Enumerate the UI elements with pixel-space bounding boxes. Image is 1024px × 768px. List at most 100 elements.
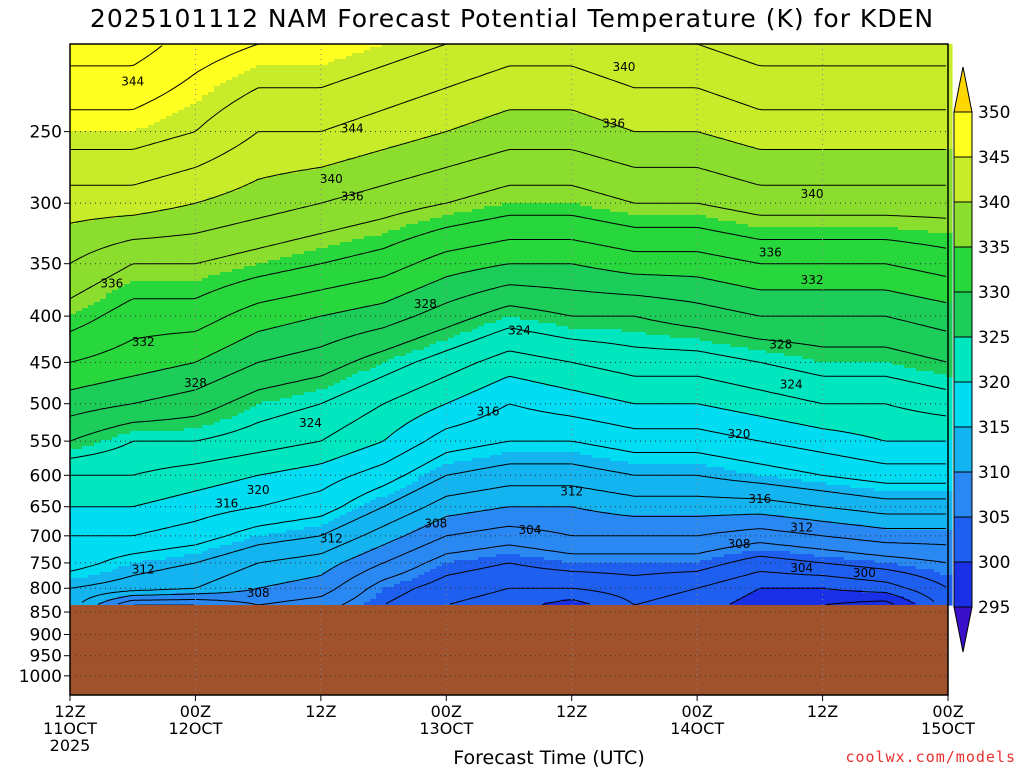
fill-band [106,293,113,381]
fill-band [838,290,845,363]
fill-band [742,551,749,597]
fill-band [838,149,845,228]
ground-fill [70,605,948,695]
fill-band [604,398,611,459]
fill-band [226,482,233,546]
fill-band [580,206,587,267]
fill-band [316,527,323,576]
fill-band [832,44,839,150]
fill-band [634,515,641,564]
fill-band [196,428,203,492]
fill-band [472,44,479,123]
fill-band [280,326,287,399]
fill-band [856,227,863,291]
fill-band [670,131,677,216]
y-tick-label: 850 [30,603,62,623]
contour-label: 336 [759,245,782,259]
fill-band [916,440,923,492]
fill-band [388,542,395,588]
fill-band [910,296,917,369]
fill-band [946,575,953,606]
fill-band [466,332,473,396]
fill-band [676,563,683,606]
ground-layer [70,605,948,695]
fill-band [664,563,671,606]
fill-band [532,263,539,321]
fill-band [526,263,533,321]
fill-band [640,215,647,276]
fill-band [616,272,623,330]
fill-band [160,368,167,432]
fill-band [658,335,665,405]
fill-band [514,263,521,318]
fill-band [208,275,215,357]
fill-band [772,44,779,150]
fill-band [838,557,845,591]
fill-band [568,203,575,264]
fill-band [682,464,689,516]
fill-band [166,44,173,117]
fill-band [544,44,551,111]
fill-band [358,308,365,372]
fill-band [904,491,911,531]
fill-band [832,590,839,606]
colorbar-label: 340 [978,193,1010,213]
fill-band [610,461,617,516]
fill-band [340,242,347,312]
contour-line-layer [69,43,947,606]
fill-band [202,359,209,426]
fill-band [616,125,623,213]
fill-band [790,290,797,357]
fill-band [568,389,575,453]
fill-band [568,599,575,606]
fill-band [610,44,617,126]
fill-band [292,323,299,396]
fill-band [364,305,371,372]
fill-band [454,128,461,213]
fill-band [544,263,551,324]
fill-band [376,497,383,549]
fill-band [334,566,341,606]
fill-band [292,254,299,324]
fill-band [784,518,791,552]
fill-band [832,149,839,228]
fill-band [856,560,863,591]
fill-band [514,554,521,606]
contour-label: 340 [801,187,824,201]
fill-band [382,149,389,234]
fill-band [250,590,257,606]
fill-band [124,131,131,216]
fill-band [184,281,191,366]
fill-band [130,431,137,507]
fill-band [784,422,791,480]
fill-band [178,431,185,495]
fill-band [460,461,467,516]
fill-band [490,383,497,456]
colorbar-label: 345 [978,148,1010,168]
fill-band [304,467,311,528]
fill-band [910,368,917,441]
fill-band [556,263,563,327]
fill-band [634,464,641,516]
fill-band [358,506,365,555]
fill-band [70,131,77,225]
fill-band [496,455,503,510]
contour-label: 312 [790,520,813,534]
fill-band [130,44,137,132]
fill-band [850,227,857,291]
fill-band [814,290,821,363]
x-tick-label: 12Z [807,702,838,721]
fill-band [460,44,467,126]
fill-band [430,410,437,471]
fill-band [688,131,695,216]
fill-band [586,116,593,207]
fill-band [262,329,269,402]
fill-band [130,215,137,282]
fill-band [118,380,125,435]
fill-band [880,593,887,606]
fill-band [154,431,161,501]
fill-band [730,221,737,285]
fill-band [814,521,821,558]
fill-band [502,317,509,378]
fill-band [850,434,857,489]
